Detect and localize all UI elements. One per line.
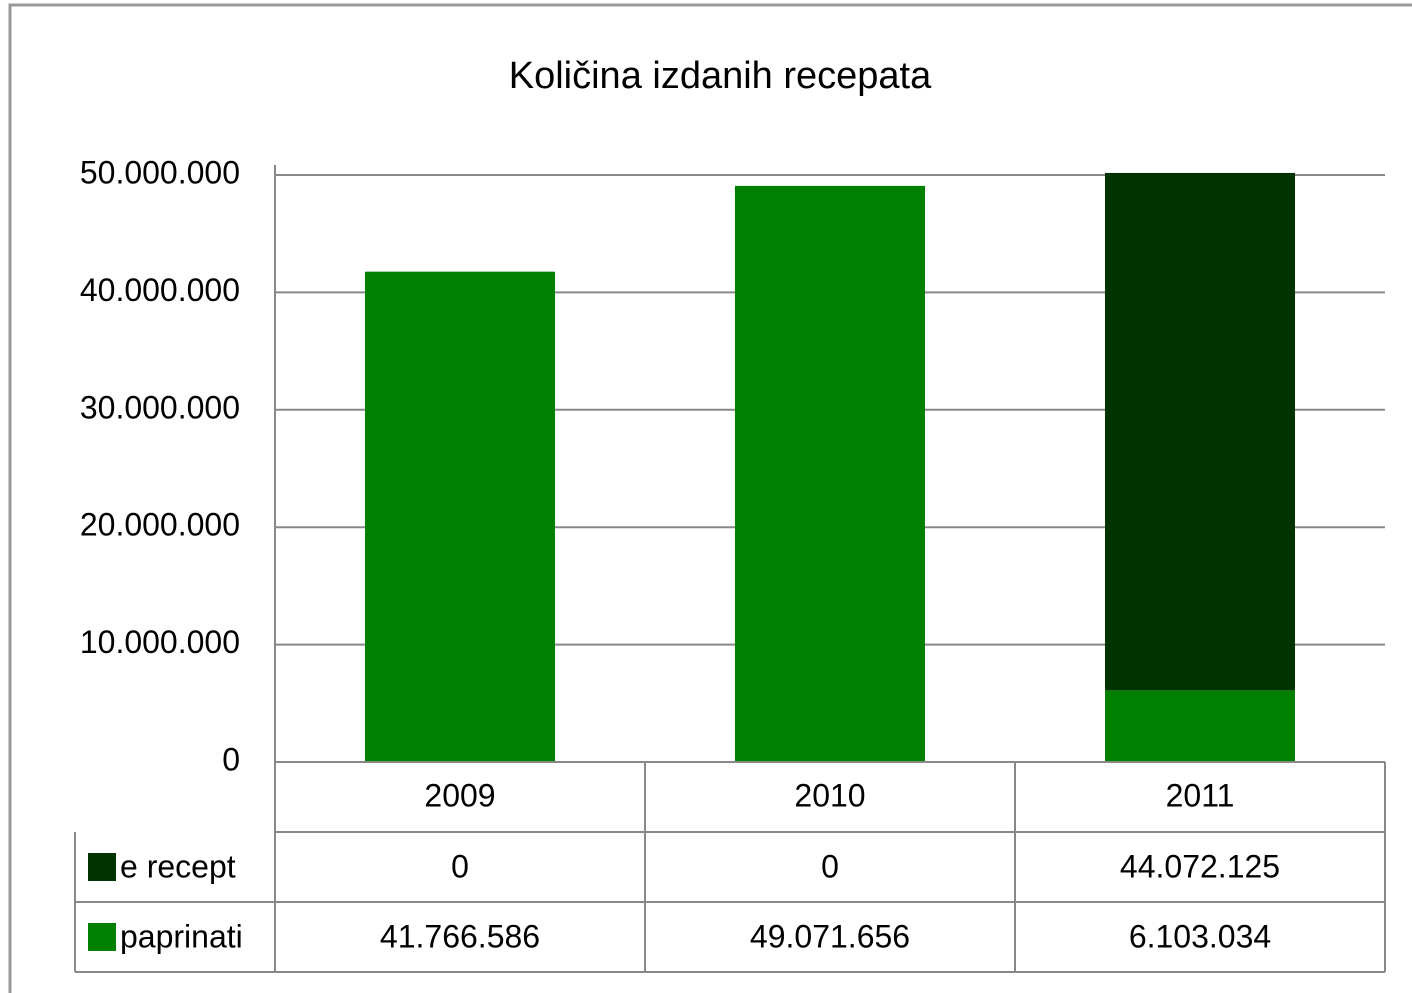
y-tick-label: 20.000.000 <box>80 507 240 543</box>
chart-title: Količina izdanih recepata <box>509 55 932 97</box>
legend-label: paprinati <box>120 918 243 954</box>
bar-segment <box>1105 172 1295 691</box>
table-value: 6.103.034 <box>1129 918 1271 954</box>
bar-segment <box>735 185 925 763</box>
table-value: 0 <box>821 848 839 884</box>
legend-label: e recept <box>120 848 236 884</box>
y-tick-label: 10.000.000 <box>80 624 240 660</box>
bar-segment <box>365 271 555 762</box>
table-value: 44.072.125 <box>1120 848 1280 884</box>
table-value: 41.766.586 <box>380 918 540 954</box>
y-tick-label: 0 <box>222 741 240 777</box>
x-tick-label: 2010 <box>794 777 865 813</box>
y-tick-label: 40.000.000 <box>80 272 240 308</box>
legend-swatch <box>88 853 116 881</box>
x-tick-label: 2009 <box>424 777 495 813</box>
x-tick-label: 2011 <box>1166 777 1235 813</box>
table-value: 49.071.656 <box>750 918 910 954</box>
bar-segment <box>1105 690 1295 762</box>
legend-swatch <box>88 923 116 951</box>
y-tick-label: 50.000.000 <box>80 154 240 190</box>
table-value: 0 <box>451 848 469 884</box>
y-tick-label: 30.000.000 <box>80 389 240 425</box>
